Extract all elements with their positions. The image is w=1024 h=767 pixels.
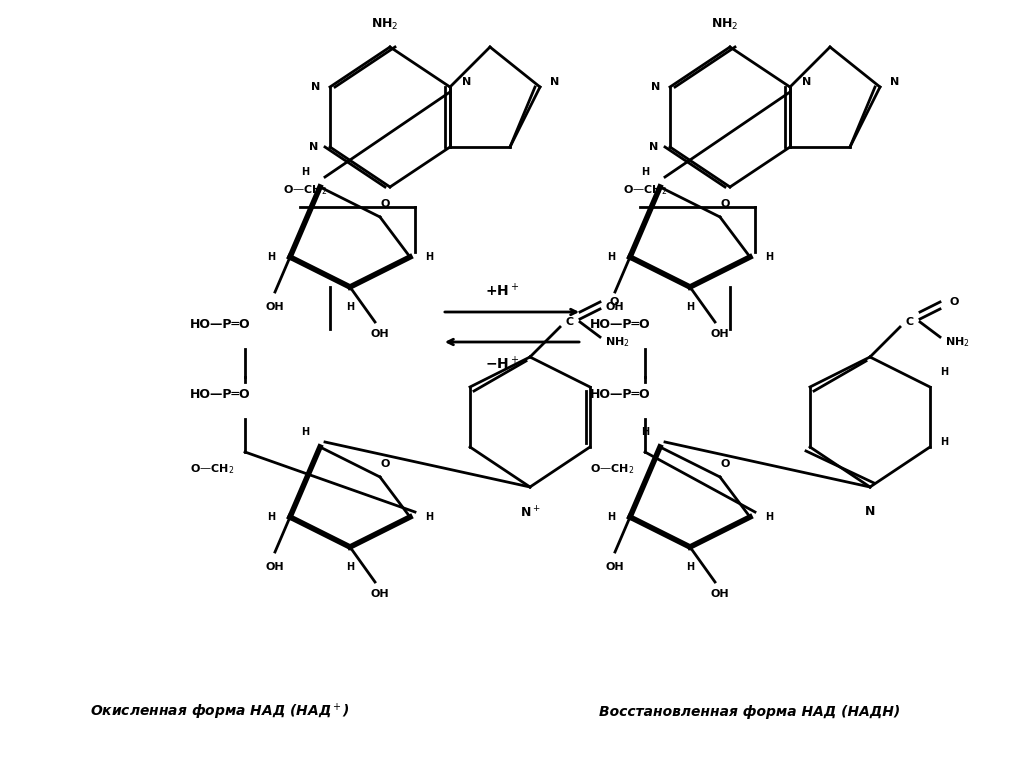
Text: H: H — [940, 367, 948, 377]
Text: OH: OH — [371, 589, 389, 599]
Text: H: H — [641, 167, 649, 177]
Text: O—CH$_2$: O—CH$_2$ — [283, 183, 327, 197]
Text: O: O — [720, 199, 730, 209]
Text: H: H — [346, 562, 354, 572]
Text: H: H — [641, 427, 649, 437]
Text: H: H — [765, 512, 773, 522]
Text: H: H — [425, 512, 433, 522]
Text: N: N — [649, 142, 658, 152]
Text: O: O — [610, 297, 620, 307]
Text: NH$_2$: NH$_2$ — [945, 335, 970, 349]
Text: H: H — [425, 252, 433, 262]
Text: H: H — [686, 562, 694, 572]
Text: N: N — [310, 82, 319, 92]
Text: OH: OH — [711, 589, 729, 599]
Text: O: O — [380, 199, 390, 209]
Text: O—CH$_2$: O—CH$_2$ — [623, 183, 668, 197]
Text: O—CH$_2$: O—CH$_2$ — [590, 462, 634, 476]
Text: HO—P═O: HO—P═O — [590, 389, 650, 401]
Text: OH: OH — [605, 562, 625, 572]
Text: H: H — [267, 252, 275, 262]
Text: H: H — [267, 512, 275, 522]
Text: OH: OH — [265, 302, 285, 312]
Text: H: H — [607, 252, 615, 262]
Text: N: N — [865, 505, 876, 518]
Text: OH: OH — [711, 329, 729, 339]
Text: N: N — [462, 77, 471, 87]
Text: H: H — [346, 302, 354, 312]
Text: H: H — [940, 437, 948, 447]
Text: Восстановленная форма НАД (НАДН): Восстановленная форма НАД (НАДН) — [599, 705, 901, 719]
Text: N: N — [550, 77, 559, 87]
Text: HO—P═O: HO—P═O — [590, 318, 650, 331]
Text: N: N — [802, 77, 811, 87]
Text: Окисленная форма НАД (НАД$^+$): Окисленная форма НАД (НАД$^+$) — [90, 702, 350, 723]
Text: N: N — [309, 142, 318, 152]
Text: H: H — [765, 252, 773, 262]
Text: −H$^+$: −H$^+$ — [484, 355, 519, 372]
Text: N: N — [890, 77, 899, 87]
Text: O: O — [380, 459, 390, 469]
Text: +H$^+$: +H$^+$ — [484, 281, 519, 299]
Text: H: H — [607, 512, 615, 522]
Text: OH: OH — [605, 302, 625, 312]
Text: HO—P═O: HO—P═O — [190, 318, 251, 331]
Text: OH: OH — [371, 329, 389, 339]
Text: N$^+$: N$^+$ — [519, 505, 541, 520]
Text: N: N — [650, 82, 660, 92]
Text: NH$_2$: NH$_2$ — [605, 335, 630, 349]
Text: NH$_2$: NH$_2$ — [712, 17, 738, 32]
Text: OH: OH — [265, 562, 285, 572]
Text: NH$_2$: NH$_2$ — [372, 17, 398, 32]
Text: O: O — [950, 297, 959, 307]
Text: H: H — [301, 427, 309, 437]
Text: HO—P═O: HO—P═O — [190, 389, 251, 401]
Text: H: H — [686, 302, 694, 312]
Text: O—CH$_2$: O—CH$_2$ — [190, 462, 234, 476]
Text: H: H — [301, 167, 309, 177]
Text: O: O — [720, 459, 730, 469]
Text: C: C — [906, 317, 914, 327]
Text: C: C — [566, 317, 574, 327]
